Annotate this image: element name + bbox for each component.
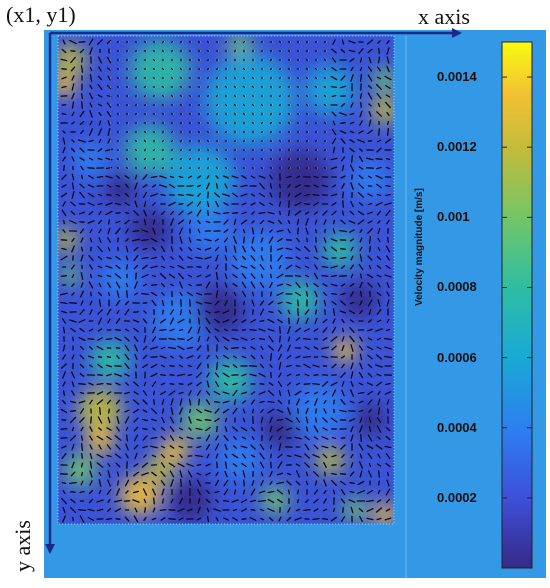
- x-axis-label: x axis: [418, 4, 470, 29]
- velocity-blob: [120, 475, 160, 515]
- velocity-blob: [161, 436, 189, 464]
- colorbar-tick-label: 0.0012: [437, 139, 477, 155]
- origin-label: (x1, y1): [6, 2, 76, 27]
- velocity-blob: [230, 230, 290, 290]
- velocity-blob: [72, 142, 108, 178]
- velocity-blob: [100, 260, 140, 300]
- velocity-blob: [342, 282, 378, 318]
- velocity-blob: [316, 446, 344, 474]
- velocity-blob: [58, 44, 86, 76]
- y-axis-label: y axis: [10, 520, 35, 572]
- colorbar-tick-label: 0.0002: [437, 489, 477, 505]
- velocity-blob: [130, 210, 170, 250]
- velocity-arrow-field: [60, 38, 393, 523]
- velocity-blob: [104, 174, 136, 206]
- colorbar-tick-label: 0.0004: [437, 419, 477, 435]
- velocity-blob: [64, 454, 96, 486]
- velocity-blob: [146, 456, 174, 484]
- colorbar-label: Velocity magnitude [m/s]: [414, 187, 425, 306]
- velocity-blob: [152, 292, 208, 348]
- velocity-blob: [280, 280, 320, 320]
- velocity-blob: [270, 150, 330, 210]
- velocity-blob: [130, 40, 190, 100]
- velocity-blob: [60, 265, 80, 285]
- velocity-blob: [188, 208, 232, 252]
- velocity-blob: [373, 68, 394, 92]
- velocity-dot-grid: [110, 41, 327, 169]
- velocity-blob: [86, 426, 114, 454]
- velocity-blob: [125, 125, 175, 175]
- field-border: [57, 35, 395, 525]
- velocity-blob: [228, 36, 252, 57]
- velocity-blob: [305, 65, 355, 115]
- velocity-blob: [333, 338, 357, 362]
- colorbar: [501, 41, 533, 569]
- velocity-blob: [58, 228, 78, 252]
- colorbar-tick-label: 0.0014: [437, 69, 477, 85]
- velocity-blob: [262, 412, 298, 448]
- velocity-blob: [196, 286, 244, 334]
- velocity-field: [58, 36, 394, 524]
- colorbar-tick-label: 0.0008: [437, 279, 477, 295]
- velocity-blob: [208, 358, 252, 402]
- velocity-blob: [322, 232, 358, 268]
- colorbar-tick-label: 0.0006: [437, 349, 477, 365]
- velocity-blob: [292, 382, 348, 438]
- velocity-blob: [371, 96, 394, 124]
- velocity-blob: [165, 145, 235, 215]
- velocity-blob: [373, 503, 394, 524]
- velocity-blob: [350, 160, 390, 200]
- velocity-blob: [90, 340, 130, 380]
- velocity-blob: [343, 498, 367, 522]
- colorbar-tick-label: 0.001: [437, 209, 470, 225]
- velocity-blob: [218, 438, 262, 482]
- colorbar-ticks: [502, 76, 532, 499]
- velocity-arrows: [60, 38, 393, 523]
